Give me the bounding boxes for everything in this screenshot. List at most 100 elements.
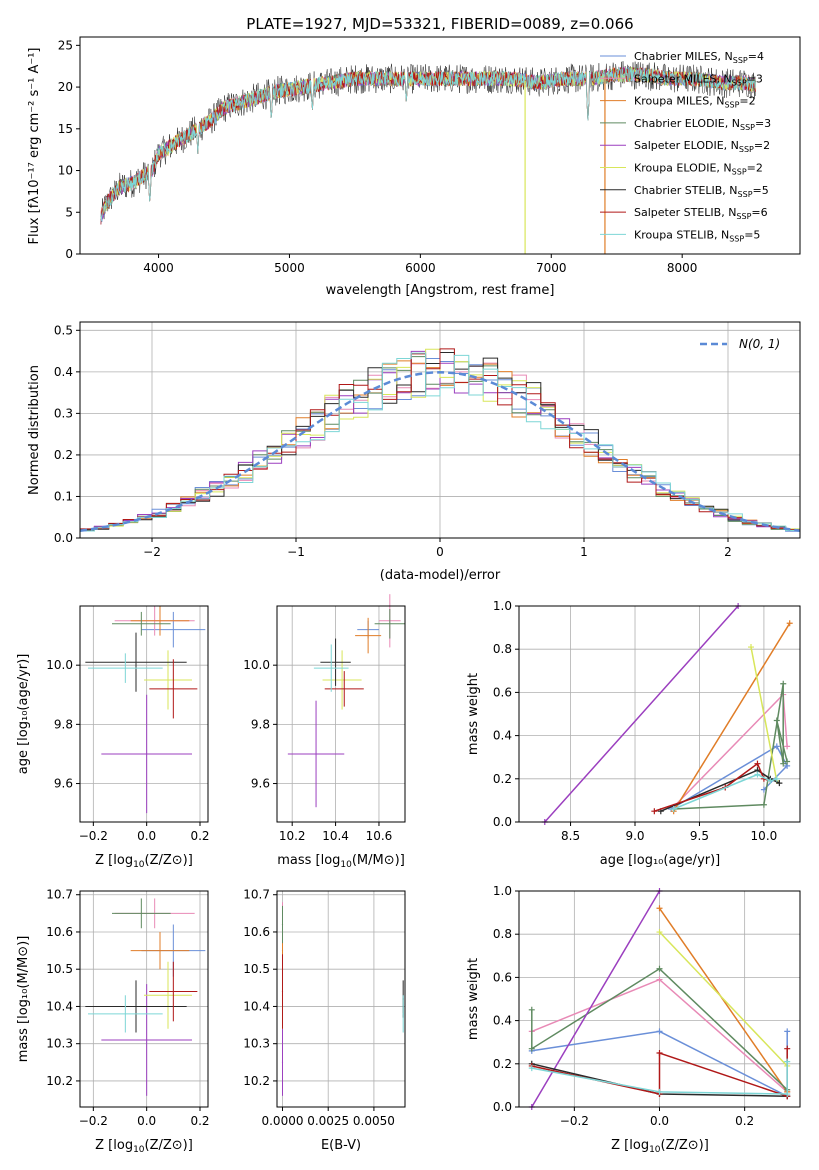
weight-marker <box>776 780 783 787</box>
x-tick-label: 10.2 <box>279 829 306 843</box>
weight-vs-metallicity-xlabel-main: Z [log <box>611 1138 649 1153</box>
y-tick-label: 0.3 <box>54 406 73 420</box>
mass-vs-extinction-xlabel: E(B-V) <box>321 1138 361 1153</box>
x-tick-label: 10.6 <box>366 829 393 843</box>
legend-label-sub: SSP <box>740 123 755 132</box>
legend-label-end: =3 <box>747 72 763 85</box>
mass-vs-metallicity-xlabel-main: Z [log <box>95 1138 133 1153</box>
x-tick-label: 2 <box>724 545 732 559</box>
legend-label: Chabrier MILES, NSSP=4 <box>634 50 764 65</box>
x-tick-label: 6000 <box>405 261 436 275</box>
residual-histogram <box>80 352 800 532</box>
mass-vs-metallicity-grid <box>80 891 208 1107</box>
y-tick-label: 0.4 <box>493 729 512 743</box>
y-tick-label: 10.0 <box>243 658 270 672</box>
mass-vs-extinction-axes: 0.0000 0.0025 0.0050 10.2 10.3 10.4 10.5 10.6 10… <box>243 888 395 1128</box>
x-tick-label: 9.0 <box>625 829 644 843</box>
gaussian-legend-label: N(0, 1) <box>739 337 780 351</box>
weight-line <box>673 622 791 812</box>
age-vs-mass-axes: 10.2 10.4 10.6 9.6 9.8 10.0 <box>243 658 392 843</box>
residuals-frame <box>79 321 801 539</box>
x-tick-label: 0 <box>436 545 444 559</box>
legend-label: Chabrier ELODIE, NSSP=3 <box>634 117 771 132</box>
weight-marker <box>754 771 761 778</box>
weight-marker <box>748 644 755 651</box>
y-tick-label: 10.3 <box>46 1037 73 1051</box>
y-tick-label: 0.4 <box>54 365 73 379</box>
age-vs-metallicity-xlabel-main: Z [log <box>95 853 133 868</box>
legend-label-sub: SSP <box>736 212 751 221</box>
y-tick-label: 0 <box>65 247 73 261</box>
spectrum-xlabel: wavelength [Angstrom, rest frame] <box>326 283 555 298</box>
x-tick-label: 0.2 <box>190 1114 209 1128</box>
x-tick-label: −1 <box>287 545 305 559</box>
age-vs-metallicity-xlabel-end: (Z/Z⊙)] <box>145 853 193 868</box>
legend-label-end: =4 <box>748 50 764 63</box>
age-vs-metallicity-axes: −0.2 0.0 0.2 9.6 9.8 10.0 <box>46 658 209 843</box>
weight-marker <box>656 976 663 983</box>
y-tick-label: 0.0 <box>493 815 512 829</box>
legend-label-sub: SSP <box>729 234 744 243</box>
y-tick-label: 5 <box>65 205 73 219</box>
mass-vs-extinction-panel: 0.0000 0.0025 0.0050 10.2 10.3 10.4 10.5 10.6 10… <box>243 888 406 1153</box>
weight-line <box>654 762 771 812</box>
mass-vs-metallicity-panel: −0.2 0.0 0.2 10.2 10.3 10.4 10.5 10.6 10.7 Z [lo… <box>16 888 210 1155</box>
weight-vs-age-axes: 8.5 9.0 9.5 10.0 0.0 0.2 0.4 0.6 0.8 1.0 <box>493 599 777 843</box>
legend-label-main: Chabrier STELIB, N <box>634 184 738 197</box>
y-tick-label: 10.2 <box>46 1074 73 1088</box>
weight-marker <box>784 743 791 750</box>
weight-marker <box>656 929 663 936</box>
weight-marker <box>656 1088 663 1095</box>
y-tick-label: 25 <box>58 38 73 52</box>
legend-label-sub: SSP <box>733 56 748 65</box>
weight-vs-metallicity-axes: −0.2 0.0 0.2 0.0 0.2 0.4 0.6 0.8 1.0 <box>493 884 754 1128</box>
y-tick-label: 10.3 <box>243 1037 270 1051</box>
legend-label-end: =6 <box>751 206 767 219</box>
spectrum-axes: 4000 5000 6000 7000 8000 0 5 10 15 20 25 <box>58 38 698 275</box>
weight-marker <box>786 620 793 627</box>
y-tick-label: 0.8 <box>493 642 512 656</box>
mass-vs-metallicity-errorbars <box>85 898 206 1096</box>
legend-label-sub: SSP <box>738 190 753 199</box>
legend-label-main: Kroupa STELIB, N <box>634 228 729 241</box>
residual-histogram <box>80 348 800 531</box>
mass-vs-extinction-frame <box>276 890 406 1108</box>
legend-label-main: Salpeter ELODIE, N <box>634 139 739 152</box>
weight-marker <box>773 717 780 724</box>
y-tick-label: 10.5 <box>243 962 270 976</box>
age-vs-mass-xlabel-sub: 10 <box>340 860 352 870</box>
x-tick-label: 7000 <box>536 261 567 275</box>
legend-label-end: =2 <box>739 95 755 108</box>
weight-marker <box>773 743 780 750</box>
weight-marker <box>784 758 791 765</box>
weight-marker <box>670 806 677 813</box>
weight-marker <box>528 1006 535 1013</box>
spectrum-line <box>100 66 756 222</box>
weight-marker <box>780 680 787 687</box>
age-vs-metallicity-grid <box>80 606 208 822</box>
age-vs-mass-grid <box>277 606 405 822</box>
y-tick-label: 10.7 <box>243 888 270 902</box>
weight-marker <box>528 1045 535 1052</box>
y-tick-label: 0.0 <box>54 531 73 545</box>
y-tick-label: 0.4 <box>493 1014 512 1028</box>
legend-label-main: Kroupa MILES, N <box>634 95 724 108</box>
legend-label-end: =2 <box>747 162 763 175</box>
weight-marker <box>784 1058 791 1065</box>
y-tick-label: 0.6 <box>493 685 512 699</box>
x-tick-label: 0.0 <box>650 1114 669 1128</box>
weight-line <box>673 773 778 810</box>
y-tick-label: 0.6 <box>493 970 512 984</box>
weight-line <box>531 890 661 1108</box>
y-tick-label: 10.4 <box>46 999 73 1013</box>
weight-line <box>531 967 788 1091</box>
y-tick-label: 10 <box>58 164 73 178</box>
residuals-histograms <box>79 348 801 532</box>
weight-vs-metallicity-xlabel: Z [log10(Z/Z⊙)] <box>611 1138 709 1155</box>
mass-vs-metallicity-xlabel-end: (Z/Z⊙)] <box>145 1138 193 1153</box>
weight-marker <box>656 905 663 912</box>
legend-label-main: Salpeter MILES, N <box>634 72 732 85</box>
y-tick-label: 9.8 <box>251 717 270 731</box>
mass-vs-metallicity-ylabel: mass [log₁₀(M/M⊙)] <box>16 936 31 1063</box>
x-tick-label: 8.5 <box>561 829 580 843</box>
